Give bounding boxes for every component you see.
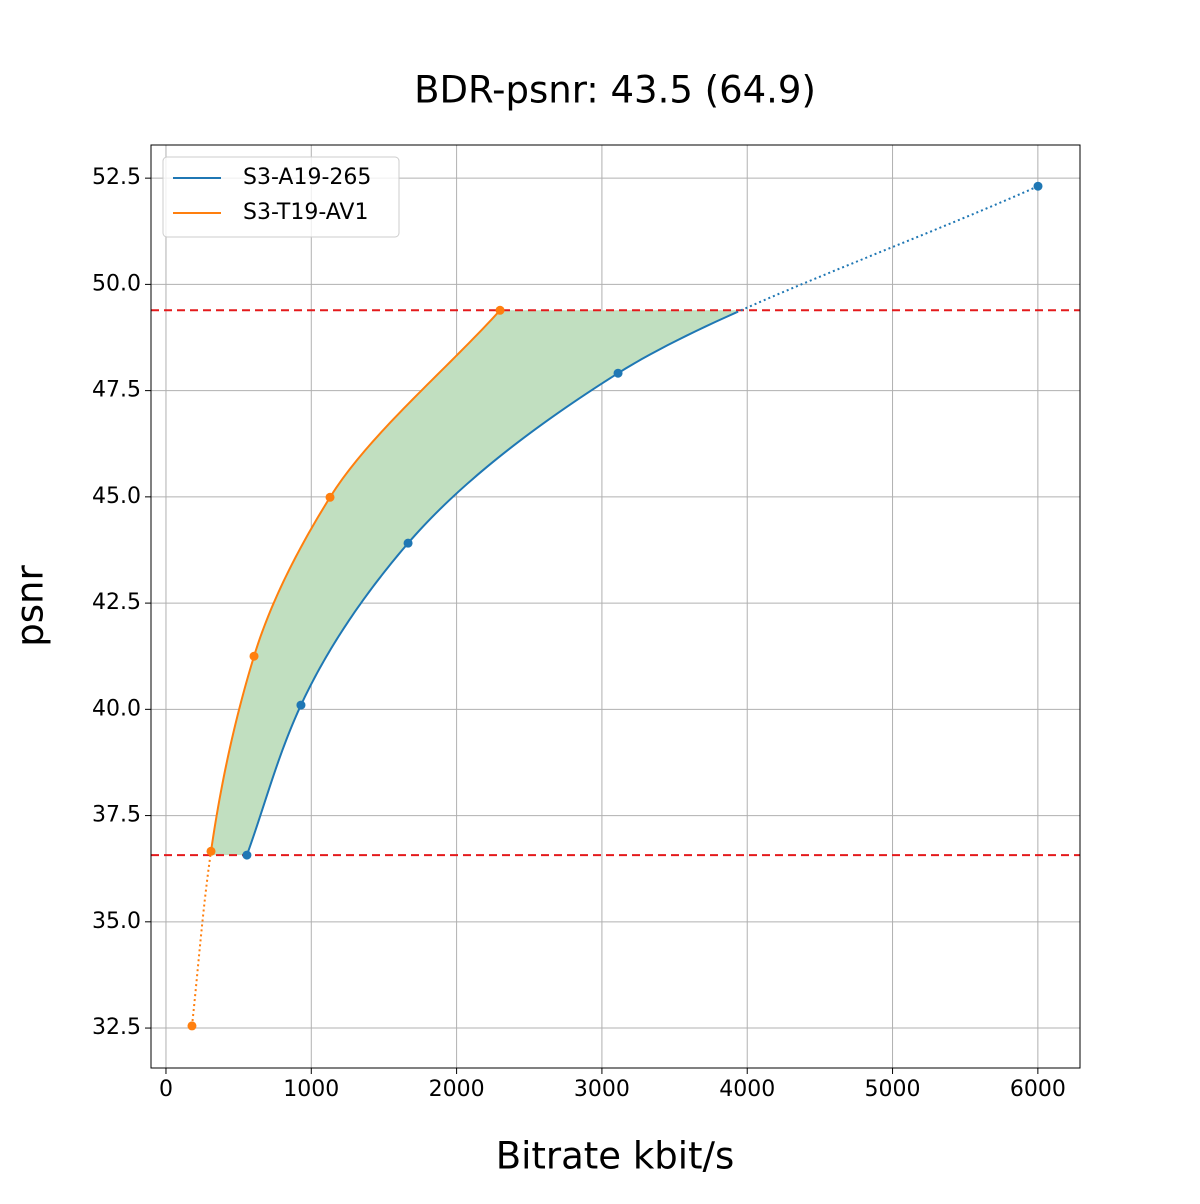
x-tick-label: 0 [159, 1077, 173, 1102]
series-line [245, 704, 302, 856]
y-tick-label: 42.5 [92, 590, 141, 615]
data-point [296, 700, 306, 710]
y-tick-label: 45.0 [92, 484, 141, 509]
data-point [403, 538, 413, 548]
data-point [187, 1021, 197, 1031]
bd-area [210, 310, 742, 856]
series-line [253, 496, 331, 657]
series-line [407, 372, 619, 544]
x-tick-label: 6000 [1010, 1077, 1066, 1102]
x-tick-label: 3000 [574, 1077, 630, 1102]
series-line [210, 655, 255, 852]
chart-title: BDR-psnr: 43.5 (64.9) [414, 69, 816, 112]
data-point [613, 368, 623, 378]
y-tick-label: 52.5 [92, 165, 141, 190]
series-line [329, 309, 501, 498]
y-tick-label: 40.0 [92, 696, 141, 721]
x-tick-label: 4000 [719, 1077, 775, 1102]
data-point [206, 846, 216, 856]
series-line [190, 855, 212, 1027]
data-point [242, 850, 252, 860]
legend-box [162, 156, 400, 238]
y-tick-label: 35.0 [92, 909, 141, 934]
data-point [325, 492, 335, 502]
plot-frame [150, 144, 1081, 1069]
y-tick-label: 37.5 [92, 803, 141, 828]
legend-label: S3-T19-AV1 [243, 200, 368, 225]
data-point [1033, 181, 1043, 191]
x-axis-label: Bitrate kbit/s [496, 1135, 735, 1178]
data-point [249, 651, 259, 661]
y-tick-label: 32.5 [92, 1015, 141, 1040]
data-point [495, 305, 505, 315]
y-tick-label: 50.0 [92, 271, 141, 296]
y-tick-label: 47.5 [92, 378, 141, 403]
y-axis-label: psnr [9, 565, 52, 647]
legend: S3-A19-265 S3-T19-AV1 [162, 156, 400, 238]
legend-label: S3-A19-265 [243, 165, 371, 190]
series-line [300, 542, 409, 706]
series-line [617, 311, 737, 375]
x-tick-label: 1000 [283, 1077, 339, 1102]
x-tick-label: 2000 [429, 1077, 485, 1102]
x-tick-label: 5000 [865, 1077, 921, 1102]
